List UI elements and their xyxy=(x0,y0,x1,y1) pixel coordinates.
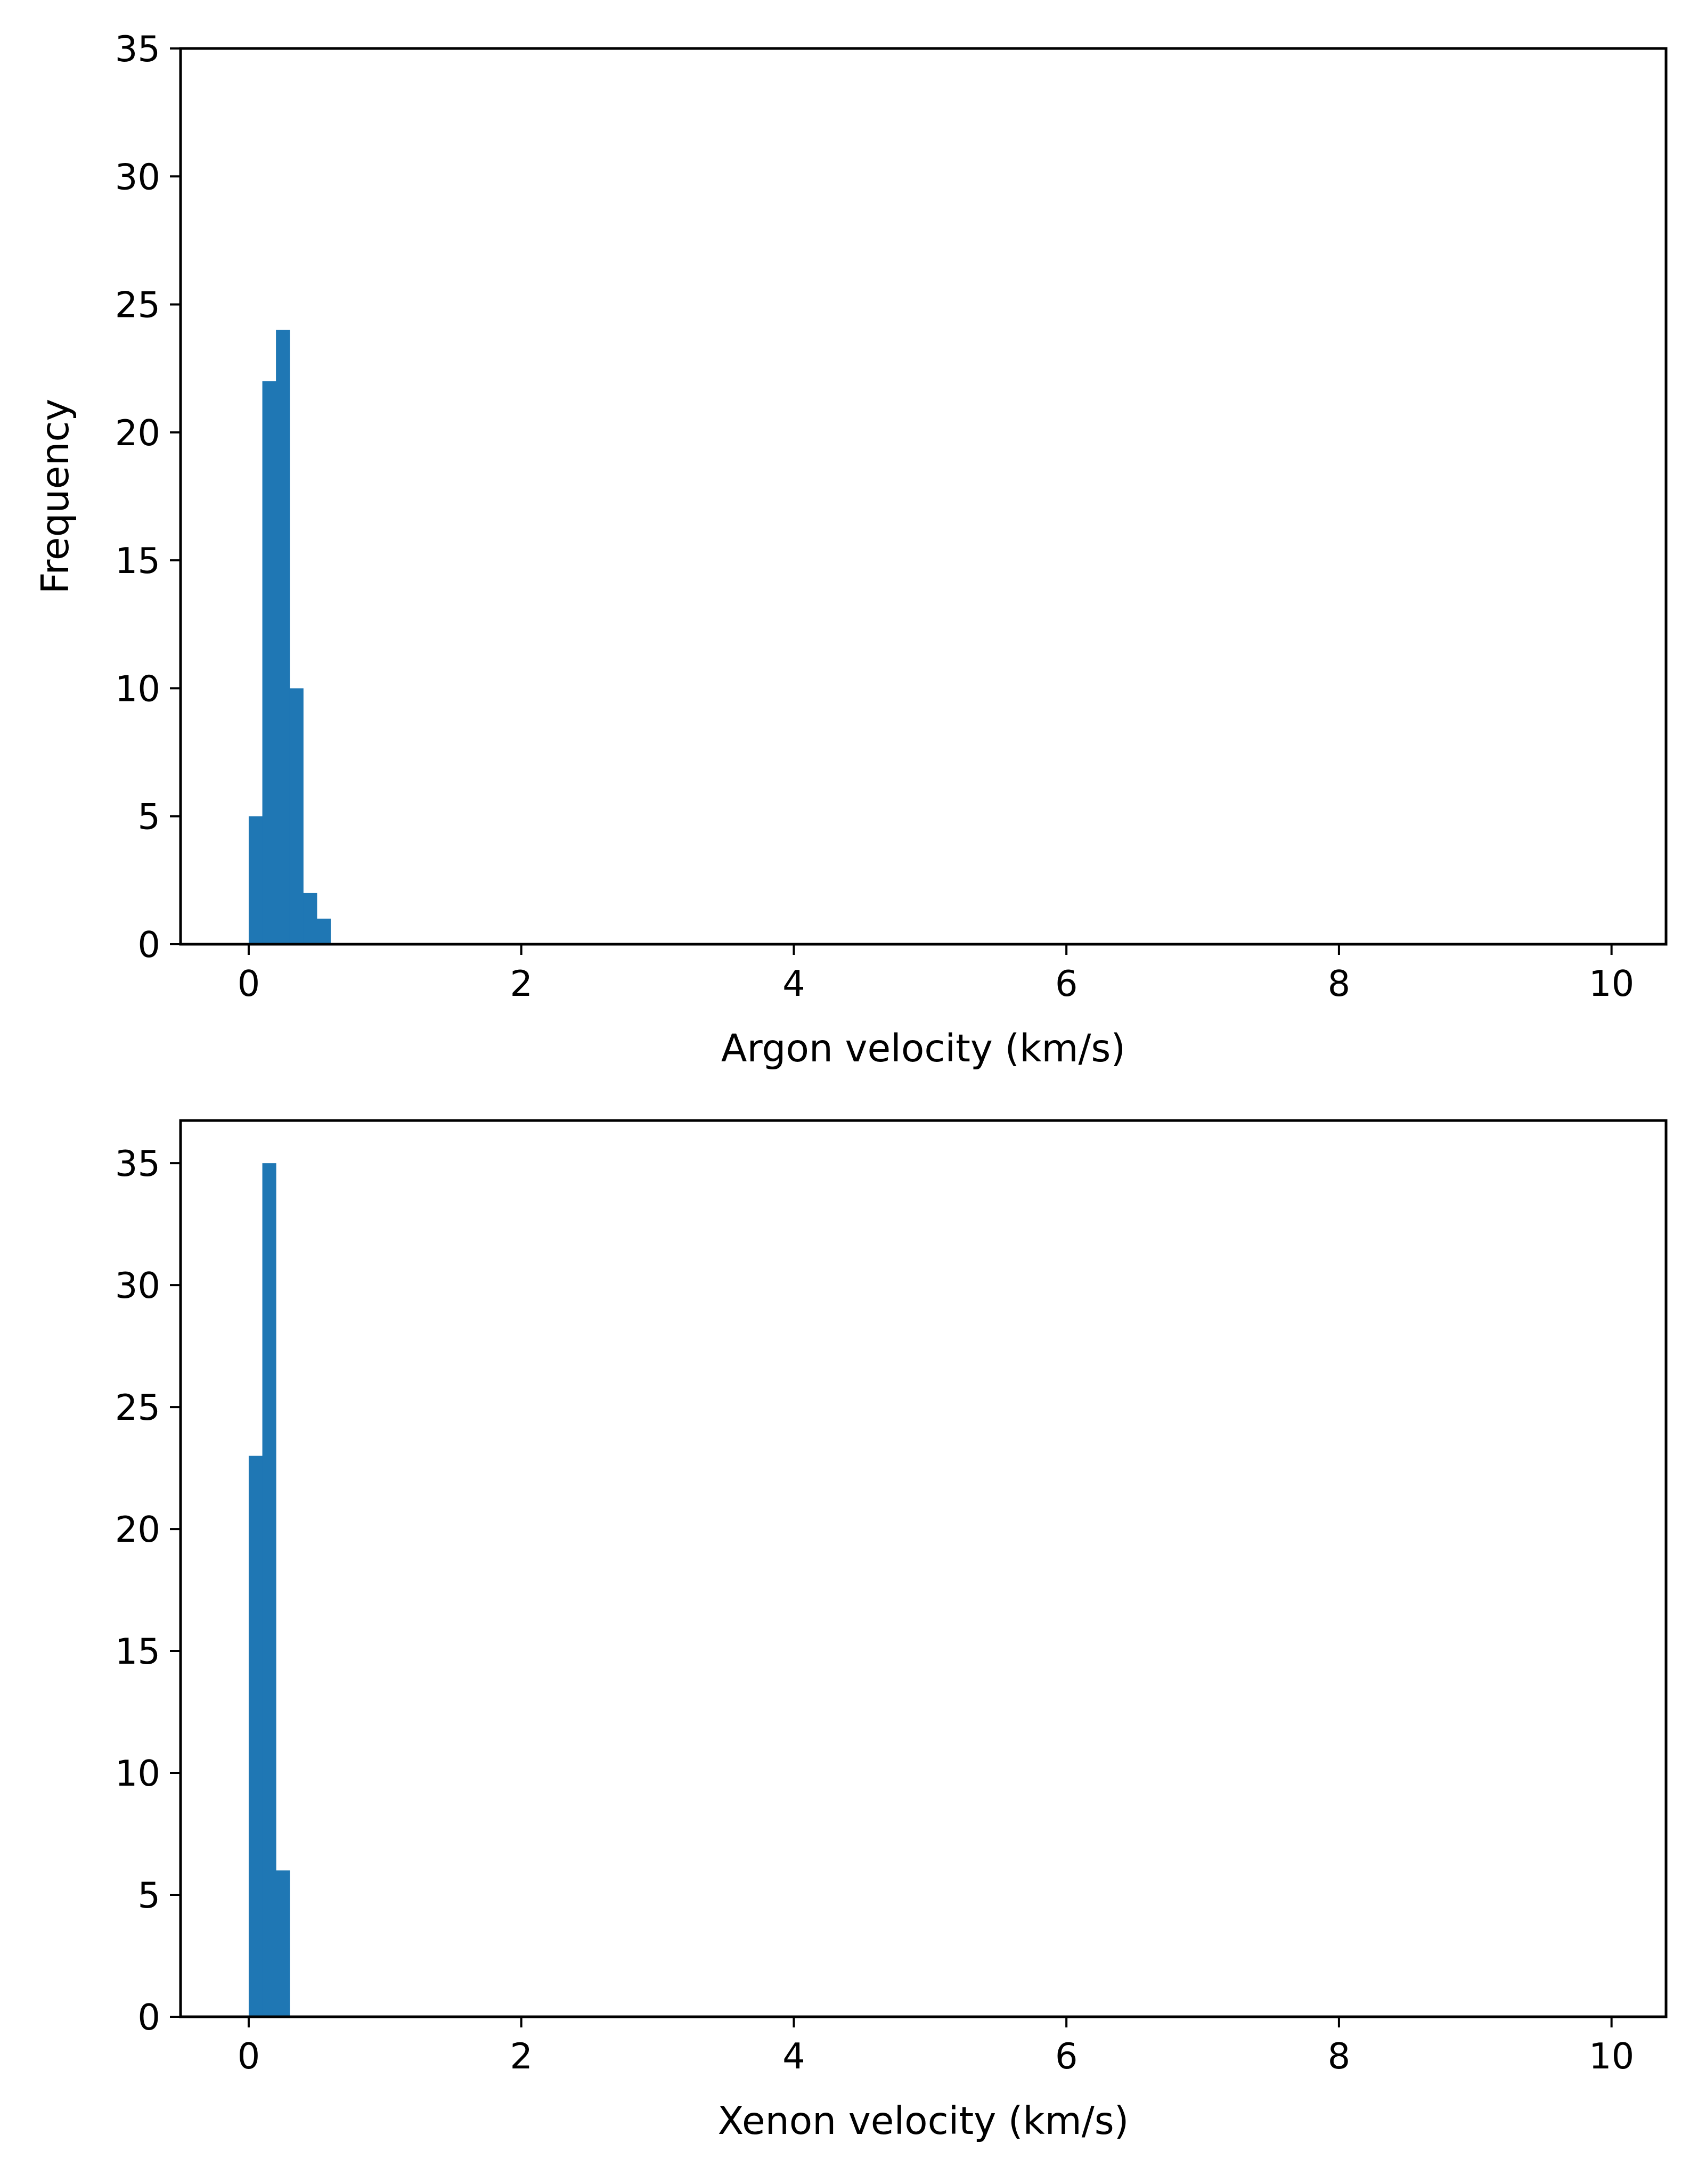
argon-x-ticks: 0 2 4 6 8 10 xyxy=(238,944,1634,1004)
xenon-x-tick-label-0: 0 xyxy=(238,2035,260,2077)
argon-x-tick-label-2: 4 xyxy=(782,963,805,1004)
argon-y-tick-label-6: 30 xyxy=(115,156,160,198)
argon-bars xyxy=(248,330,331,944)
argon-plot-frame xyxy=(179,47,1668,946)
argon-y-ticks: 0 5 10 15 20 25 30 35 xyxy=(115,28,181,966)
argon-bar-4 xyxy=(303,893,317,944)
argon-y-tick-label-2: 10 xyxy=(115,668,160,709)
argon-y-tick-label-4: 20 xyxy=(115,412,160,454)
xenon-x-tick-label-5: 10 xyxy=(1589,2035,1634,2077)
argon-x-tick-label-0: 0 xyxy=(238,963,260,1004)
argon-y-tick-label-7: 35 xyxy=(115,28,160,70)
xenon-y-tick-label-6: 30 xyxy=(115,1265,160,1306)
xenon-plot-frame xyxy=(179,1119,1668,2018)
xenon-x-axis-label: Xenon velocity (km/s) xyxy=(718,2099,1129,2143)
xenon-y-tick-label-3: 15 xyxy=(115,1631,160,1672)
xenon-bars xyxy=(248,1163,290,2017)
xenon-bar-2 xyxy=(276,1870,290,2017)
argon-x-axis-label: Argon velocity (km/s) xyxy=(721,1026,1125,1070)
argon-x-tick-label-4: 8 xyxy=(1328,963,1351,1004)
argon-bar-0 xyxy=(248,816,263,944)
xenon-y-tick-label-1: 5 xyxy=(137,1875,160,1916)
xenon-x-ticks: 0 2 4 6 8 10 xyxy=(238,2017,1634,2077)
argon-histogram: 0 2 4 6 8 10 0 5 10 15 20 25 30 35 Argon velocity (k… xyxy=(33,28,1668,1070)
xenon-x-tick-label-4: 8 xyxy=(1328,2035,1351,2077)
argon-y-tick-label-3: 15 xyxy=(115,540,160,582)
argon-y-tick-label-0: 0 xyxy=(137,924,160,966)
xenon-y-tick-label-5: 25 xyxy=(115,1387,160,1428)
xenon-y-tick-label-4: 20 xyxy=(115,1509,160,1550)
xenon-bar-0 xyxy=(248,1455,263,2017)
argon-x-tick-label-3: 6 xyxy=(1055,963,1078,1004)
argon-x-tick-label-5: 10 xyxy=(1589,963,1634,1004)
xenon-y-ticks: 0 5 10 15 20 25 30 35 xyxy=(115,1143,181,2038)
xenon-bar-1 xyxy=(262,1163,276,2017)
xenon-x-tick-label-3: 6 xyxy=(1055,2035,1078,2077)
xenon-y-tick-label-0: 0 xyxy=(137,1997,160,2038)
argon-bar-1 xyxy=(262,381,276,944)
argon-y-axis-label: Frequency xyxy=(33,399,77,594)
argon-y-tick-label-1: 5 xyxy=(137,796,160,838)
argon-y-tick-label-5: 25 xyxy=(115,284,160,326)
argon-bar-5 xyxy=(316,918,331,944)
xenon-y-tick-label-2: 10 xyxy=(115,1753,160,1794)
argon-bar-2 xyxy=(276,330,290,944)
xenon-histogram: 0 2 4 6 8 10 0 5 10 15 20 25 30 35 Xenon velocity (k… xyxy=(115,1119,1668,2143)
xenon-x-tick-label-1: 2 xyxy=(510,2035,533,2077)
argon-bar-3 xyxy=(289,688,304,944)
xenon-y-tick-label-7: 35 xyxy=(115,1143,160,1184)
argon-x-tick-label-1: 2 xyxy=(510,963,533,1004)
xenon-x-tick-label-2: 4 xyxy=(782,2035,805,2077)
